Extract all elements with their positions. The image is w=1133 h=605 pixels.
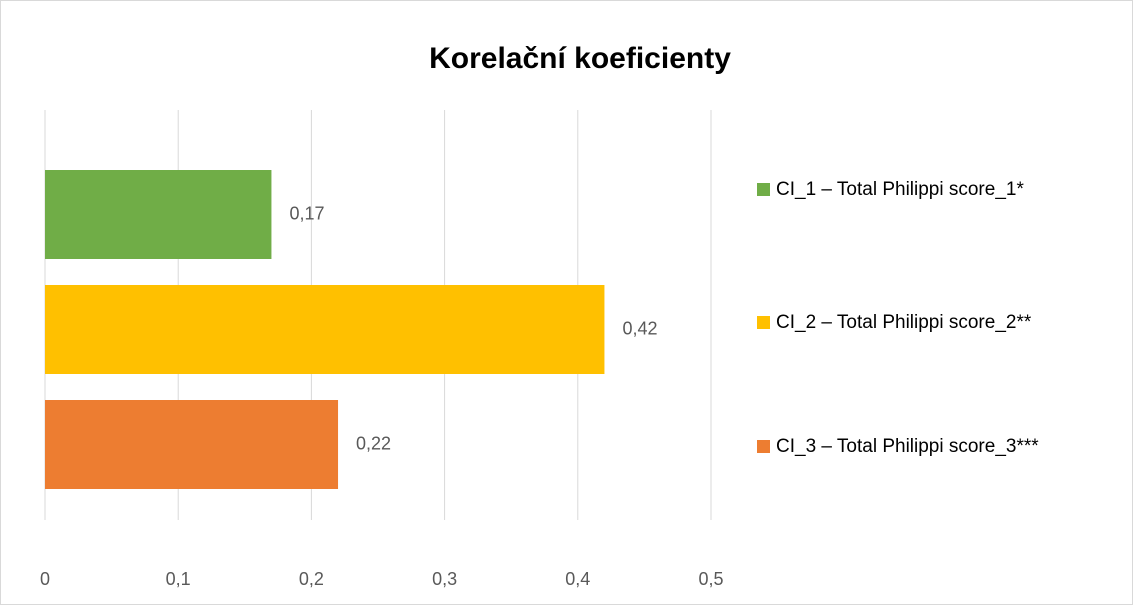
legend-swatch	[757, 440, 770, 453]
legend-label: CI_2 – Total Philippi score_2**	[776, 312, 1032, 333]
data-label: 0,17	[289, 203, 324, 223]
legend-swatch	[757, 316, 770, 329]
x-tick-label: 0,4	[565, 569, 590, 589]
x-tick-label: 0	[40, 569, 50, 589]
data-label: 0,22	[356, 433, 391, 453]
legend-label: CI_3 – Total Philippi score_3***	[776, 436, 1039, 457]
bar	[45, 170, 272, 259]
bar	[45, 285, 605, 374]
legend-swatch	[757, 183, 770, 196]
bar	[45, 400, 339, 489]
data-label: 0,42	[622, 318, 657, 338]
x-tick-label: 0,1	[166, 569, 191, 589]
x-tick-label: 0,3	[432, 569, 457, 589]
legend-label: CI_1 – Total Philippi score_1*	[776, 179, 1024, 200]
chart-title: Korelační koeficienty	[429, 42, 731, 75]
x-tick-label: 0,2	[299, 569, 324, 589]
x-tick-label: 0,5	[698, 569, 723, 589]
